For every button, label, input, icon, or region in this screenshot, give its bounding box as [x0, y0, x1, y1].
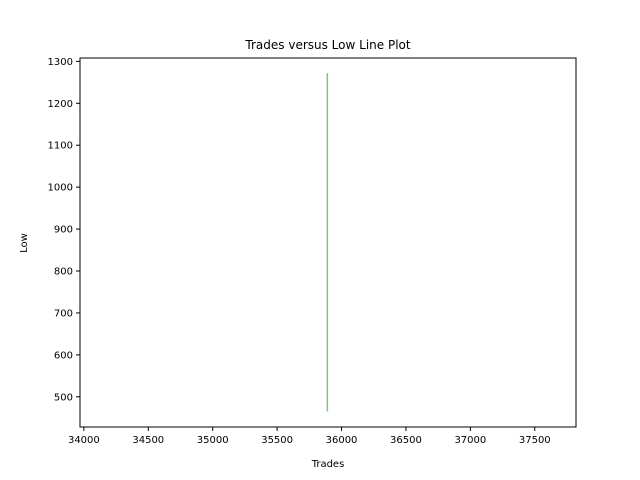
- y-tick-label: 900: [54, 225, 73, 236]
- x-axis-label: Trades: [311, 459, 345, 470]
- y-tick-label: 1100: [48, 141, 73, 152]
- y-tick-label: 500: [54, 392, 73, 403]
- y-tick-label: 800: [54, 267, 73, 278]
- x-tick-label: 35500: [261, 435, 293, 446]
- y-tick-label: 700: [54, 308, 73, 319]
- x-tick-label: 36500: [390, 435, 422, 446]
- y-axis-label: Low: [19, 233, 30, 253]
- y-tick-label: 1300: [48, 57, 73, 68]
- y-tick-label: 600: [54, 350, 73, 361]
- x-tick-label: 37500: [519, 435, 551, 446]
- y-axis: 500 600 700 800 900 1000 1100 1200 1300: [48, 57, 80, 403]
- y-tick-label: 1000: [48, 183, 73, 194]
- x-tick-label: 35000: [197, 435, 229, 446]
- chart-title: Trades versus Low Line Plot: [244, 38, 410, 52]
- x-tick-label: 34500: [132, 435, 164, 446]
- x-axis: 34000 34500 35000 35500 36000 36500 37000 37500: [68, 427, 551, 446]
- x-tick-label: 34000: [68, 435, 100, 446]
- x-tick-label: 36000: [326, 435, 358, 446]
- y-tick-label: 1200: [48, 99, 73, 110]
- x-tick-label: 37000: [454, 435, 486, 446]
